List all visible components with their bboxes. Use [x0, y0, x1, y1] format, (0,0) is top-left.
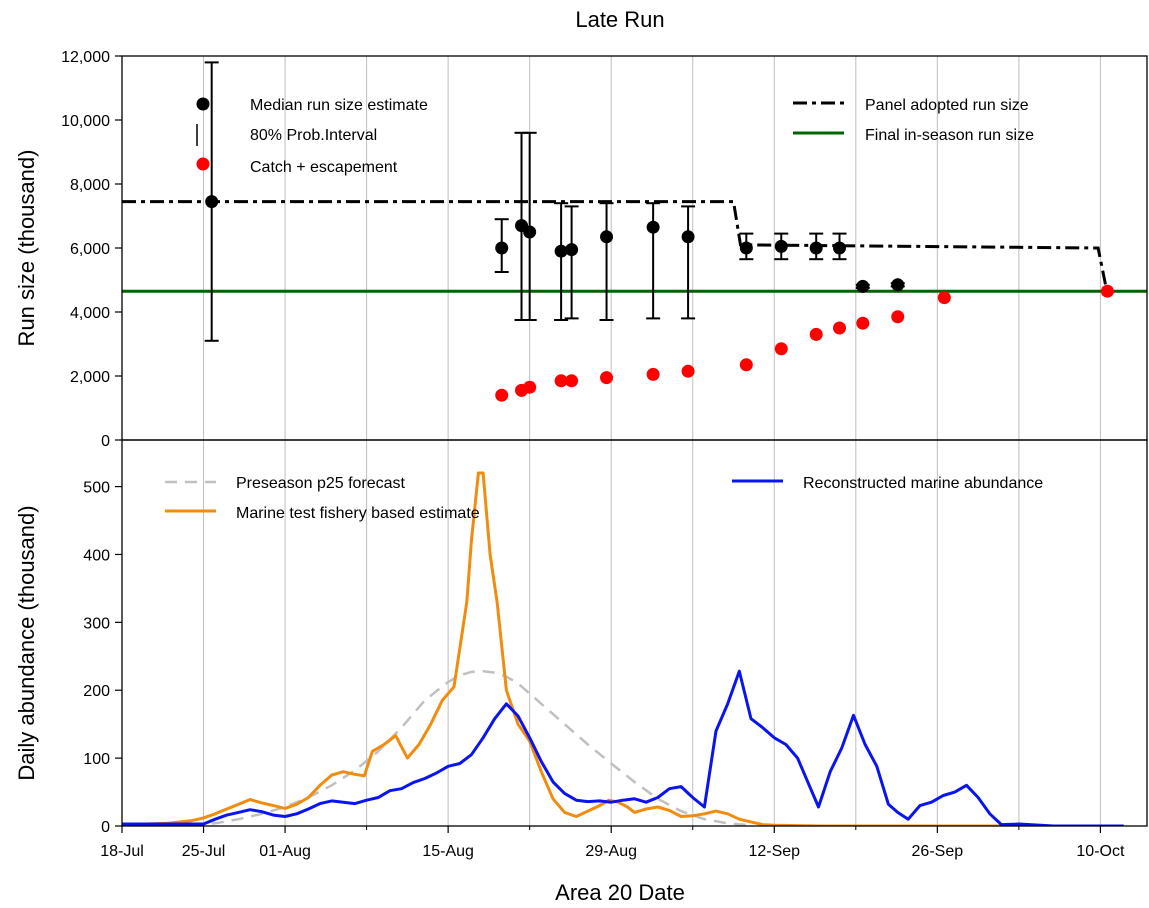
catch-escapement-point: [774, 342, 788, 356]
median-estimate-point: [554, 244, 568, 258]
median-estimate-point: [856, 279, 870, 293]
top-panel-y-axis: 0 2,000 4,000 6,000 8,000 10,000 12,000: [61, 49, 122, 450]
bottom-panel-frame: [121, 439, 1148, 827]
x-tick-label: 01-Aug: [259, 843, 311, 860]
legend-final-inseason-label: Final in-season run size: [865, 127, 1034, 144]
legend-median-marker: [196, 97, 210, 111]
median-estimate-point: [809, 241, 823, 255]
catch-escapement-point: [739, 358, 753, 372]
y-tick-label: 6,000: [70, 241, 110, 258]
top-panel-y-axis-title: Run size (thousand): [14, 150, 39, 347]
y-tick-label: 500: [83, 480, 110, 497]
bottom-panel-grid: [203, 440, 1101, 826]
median-estimate-point: [739, 241, 753, 255]
x-tick-label: 26-Sep: [912, 843, 964, 860]
legend-panel-adopted-label: Panel adopted run size: [865, 97, 1029, 114]
panel-adopted-run-size-line: [122, 200, 1108, 289]
y-tick-label: 10,000: [61, 113, 110, 130]
median-estimate-point: [891, 278, 905, 292]
y-tick-label: 4,000: [70, 305, 110, 322]
y-tick-label: 100: [83, 751, 110, 768]
catch-escapement-point: [523, 380, 537, 394]
y-tick-label: 200: [83, 683, 110, 700]
bottom-panel-series: [122, 471, 1124, 826]
median-estimate-point: [523, 225, 537, 239]
catch-escapement-point: [495, 388, 509, 402]
x-tick-label: 18-Jul: [100, 843, 144, 860]
catch-escapement-point: [646, 367, 660, 381]
median-estimate-point: [565, 243, 579, 257]
bottom-panel-legend: Preseason p25 forecast Marine test fisher…: [165, 475, 1043, 522]
catch-escapement-point: [937, 291, 951, 305]
top-panel-legend: Median run size estimate 80% Prob.Interva…: [196, 97, 1034, 176]
legend-catch-marker: [196, 157, 210, 171]
legend-test-fishery-label: Marine test fishery based estimate: [236, 505, 480, 522]
x-axis-title: Area 20 Date: [555, 880, 685, 905]
series-line-reconstructed-marine-abundance: [122, 669, 1124, 826]
y-tick-label: 0: [101, 819, 110, 836]
y-tick-label: 300: [83, 615, 110, 632]
y-tick-label: 8,000: [70, 177, 110, 194]
x-tick-label: 29-Aug: [585, 843, 637, 860]
bottom-panel-y-axis: 0 100 200 300 400 500: [83, 480, 122, 836]
y-tick-label: 400: [83, 547, 110, 564]
chart-title: Late Run: [575, 7, 664, 32]
y-tick-label: 0: [101, 433, 110, 450]
catch-escapement-point: [891, 310, 905, 324]
catch-escapement-point: [681, 364, 695, 378]
catch-escapement-point: [554, 374, 568, 388]
x-tick-label: 15-Aug: [422, 843, 474, 860]
median-estimate-point: [774, 239, 788, 253]
top-panel-series: [122, 61, 1147, 402]
median-estimate-point: [681, 230, 695, 244]
y-tick-label: 12,000: [61, 49, 110, 66]
legend-median-label: Median run size estimate: [250, 97, 428, 114]
legend-reconstructed-label: Reconstructed marine abundance: [803, 475, 1043, 492]
catch-escapement-point: [809, 327, 823, 341]
catch-escapement-point: [565, 374, 579, 388]
median-estimate-point: [495, 241, 509, 255]
series-line-marine-test-fishery-based-estimate: [122, 471, 1101, 826]
bottom-panel-y-axis-title: Daily abundance (thousand): [14, 505, 39, 780]
x-axis: 18-Jul 25-Jul 01-Aug 15-Aug 29-Aug 12-Sep 26-S…: [100, 826, 1125, 860]
catch-escapement-point: [600, 371, 614, 385]
y-tick-label: 2,000: [70, 369, 110, 386]
median-estimate-point: [646, 220, 660, 234]
median-estimate-point: [833, 241, 846, 255]
legend-catch-label: Catch + escapement: [250, 159, 398, 176]
median-estimate-point: [600, 230, 614, 244]
median-estimate-point: [205, 195, 219, 209]
legend-interval-label: 80% Prob.Interval: [250, 127, 377, 144]
catch-escapement-point: [1100, 284, 1114, 298]
catch-escapement-point: [833, 321, 846, 335]
series-line-preseason-p25-forecast: [191, 669, 752, 826]
x-tick-label: 25-Jul: [182, 843, 226, 860]
x-tick-label: 10-Oct: [1076, 843, 1125, 860]
catch-escapement-point: [856, 316, 870, 330]
x-tick-label: 12-Sep: [748, 843, 800, 860]
legend-preseason-label: Preseason p25 forecast: [236, 475, 406, 492]
